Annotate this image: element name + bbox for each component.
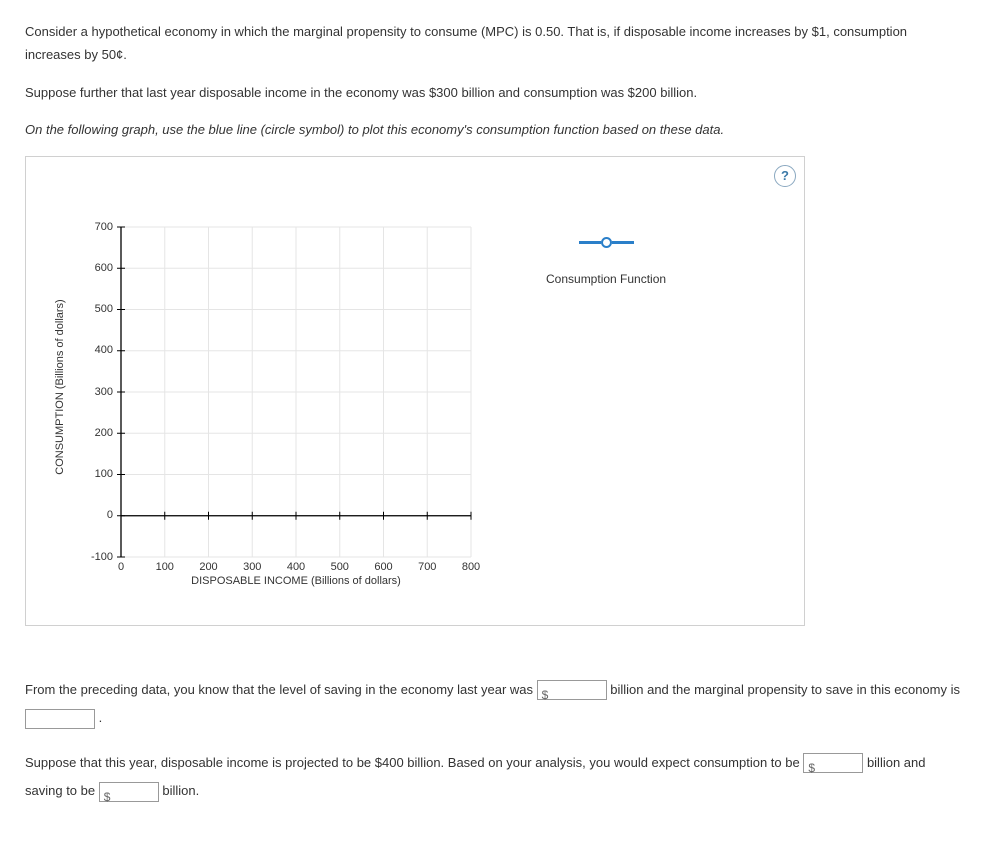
x-tick-label: 600	[374, 561, 392, 573]
intro-paragraph-2: Suppose further that last year disposabl…	[25, 81, 961, 104]
y-tick-label: -100	[81, 551, 113, 563]
y-tick-label: 100	[81, 468, 113, 480]
y-tick-label: 600	[81, 262, 113, 274]
x-tick-label: 500	[331, 561, 349, 573]
x-tick-label: 100	[156, 561, 174, 573]
q2-text-post: billion.	[162, 783, 199, 798]
chart-plot-area[interactable]	[121, 227, 471, 557]
x-tick-label: 0	[118, 561, 124, 573]
help-icon[interactable]: ?	[774, 165, 796, 187]
graph-instruction: On the following graph, use the blue lin…	[25, 118, 961, 141]
y-tick-label: 200	[81, 427, 113, 439]
y-tick-label: 500	[81, 303, 113, 315]
mps-input[interactable]	[25, 709, 95, 729]
y-tick-label: 0	[81, 509, 113, 521]
y-tick-label: 700	[81, 221, 113, 233]
x-axis-label: DISPOSABLE INCOME (Billions of dollars)	[121, 575, 471, 587]
x-tick-label: 700	[418, 561, 436, 573]
q1-text-post: .	[99, 710, 103, 725]
chart-svg	[121, 227, 471, 557]
saving-input[interactable]	[537, 680, 607, 700]
question-1: From the preceding data, you know that t…	[25, 676, 961, 733]
legend-label: Consumption Function	[546, 272, 666, 286]
q1-text-pre: From the preceding data, you know that t…	[25, 682, 537, 697]
x-tick-label: 200	[199, 561, 217, 573]
legend-symbol	[546, 237, 666, 248]
x-tick-label: 300	[243, 561, 261, 573]
intro-paragraph-1: Consider a hypothetical economy in which…	[25, 20, 961, 67]
y-tick-label: 400	[81, 344, 113, 356]
y-axis-label: CONSUMPTION (Billions of dollars)	[54, 222, 66, 552]
q1-text-mid: billion and the marginal propensity to s…	[610, 682, 960, 697]
graph-panel: ? CONSUMPTION (Billions of dollars) -100…	[25, 156, 805, 626]
y-tick-label: 300	[81, 386, 113, 398]
consumption-input[interactable]	[803, 753, 863, 773]
question-2: Suppose that this year, disposable incom…	[25, 749, 961, 806]
x-tick-label: 800	[462, 561, 480, 573]
saving2-input[interactable]	[99, 782, 159, 802]
q2-text-pre: Suppose that this year, disposable incom…	[25, 755, 803, 770]
x-tick-label: 400	[287, 561, 305, 573]
legend[interactable]: Consumption Function	[546, 237, 666, 286]
